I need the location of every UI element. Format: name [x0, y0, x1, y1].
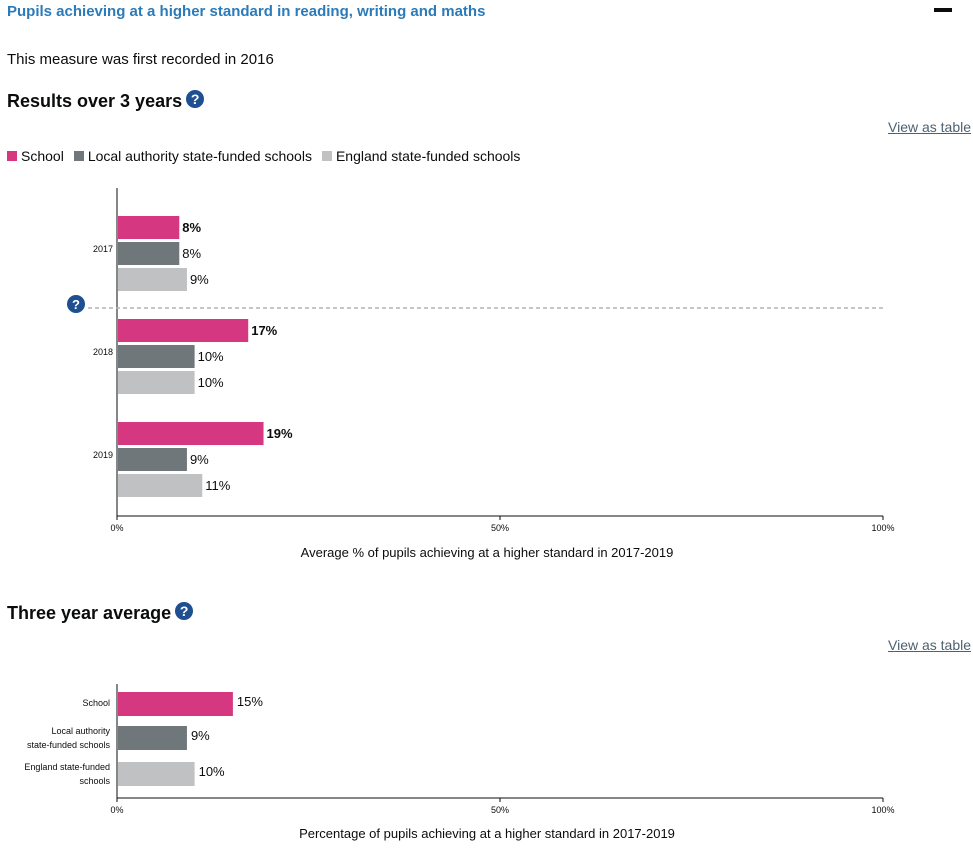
x-tick-label: 50% [491, 523, 509, 533]
results-section-title: Results over 3 years ? [7, 89, 205, 112]
bar-school [118, 692, 233, 716]
data-label: 10% [198, 349, 224, 364]
collapse-minus-icon[interactable] [934, 8, 952, 12]
data-label: 19% [267, 426, 293, 441]
x-tick-label: 0% [110, 523, 123, 533]
x-tick-label: 100% [871, 523, 894, 533]
category-label: 2018 [93, 347, 113, 357]
category-label: School [82, 698, 110, 708]
legend-swatch-school [7, 151, 17, 161]
chart-legend: School Local authority state-funded scho… [7, 148, 530, 164]
category-label: England state-funded [24, 762, 110, 772]
data-label: 9% [190, 452, 209, 467]
category-label: 2019 [93, 450, 113, 460]
x-tick-label: 0% [110, 805, 123, 815]
first-recorded-text: This measure was first recorded in 2016 [7, 51, 274, 68]
legend-swatch-england [321, 151, 332, 161]
legend-label-local-authority: Local authority state-funded schools [87, 148, 312, 164]
view-as-table-link-results[interactable]: View as table [888, 119, 972, 135]
bar-school [118, 319, 249, 342]
results-bar-chart: 2017 8% 8% 9% 2018 17% 10% 10% 2019 19% 9% 11%? 0% 50… [67, 188, 895, 533]
section-header-title[interactable]: Pupils achieving at a higher standard in… [7, 3, 486, 20]
average-section-title: Three year average ? [7, 601, 194, 624]
bar-local-authority-state-funded-schools [118, 448, 187, 471]
category-label: state-funded schools [27, 740, 111, 750]
data-label: 10% [198, 375, 224, 390]
bar-england-state-funded-schools [118, 371, 195, 394]
legend-swatch-local-authority [73, 151, 84, 161]
data-label: 10% [199, 764, 225, 779]
bar-local-authority-state-funded-schools [118, 345, 195, 368]
data-label: 8% [182, 220, 201, 235]
bar-local-authority [118, 726, 187, 750]
data-label: 9% [191, 728, 210, 743]
category-label: Local authority [51, 726, 110, 736]
x-tick-label: 100% [871, 805, 894, 815]
question-circle-icon[interactable]: ? [186, 89, 205, 108]
legend-label-england: England state-funded schools [335, 148, 521, 164]
average-bar-chart: 15% School 9% Local authority state-funded s… [24, 684, 895, 815]
category-label: schools [79, 776, 110, 786]
data-label: 9% [190, 272, 209, 287]
data-label: 8% [182, 246, 201, 261]
data-label: 17% [251, 323, 277, 338]
question-mark-glyph: ? [72, 297, 80, 312]
results-title-text: Results over 3 years [7, 91, 183, 111]
legend-label-school: School [21, 148, 64, 164]
category-label: 2017 [93, 244, 113, 254]
bar-england-state-funded-schools [118, 268, 187, 291]
legend-item-england: England state-funded schools [321, 148, 521, 164]
bar-school [118, 422, 264, 445]
legend-item-school: School [7, 148, 64, 164]
legend-item-local-authority: Local authority state-funded schools [73, 148, 312, 164]
data-label: 11% [205, 478, 230, 493]
bar-england [118, 762, 195, 786]
average-x-axis-title: Percentage of pupils achieving at a high… [299, 826, 675, 841]
results-x-axis-title: Average % of pupils achieving at a highe… [300, 545, 674, 560]
data-label: 15% [237, 694, 263, 709]
x-tick-label: 50% [491, 805, 509, 815]
question-circle-icon [67, 295, 85, 313]
bar-school [118, 216, 180, 239]
bar-local-authority-state-funded-schools [118, 242, 180, 265]
bar-england-state-funded-schools [118, 474, 203, 497]
view-as-table-link-average[interactable]: View as table [888, 637, 972, 653]
question-circle-icon[interactable]: ? [175, 601, 194, 620]
average-title-text: Three year average [7, 603, 172, 623]
